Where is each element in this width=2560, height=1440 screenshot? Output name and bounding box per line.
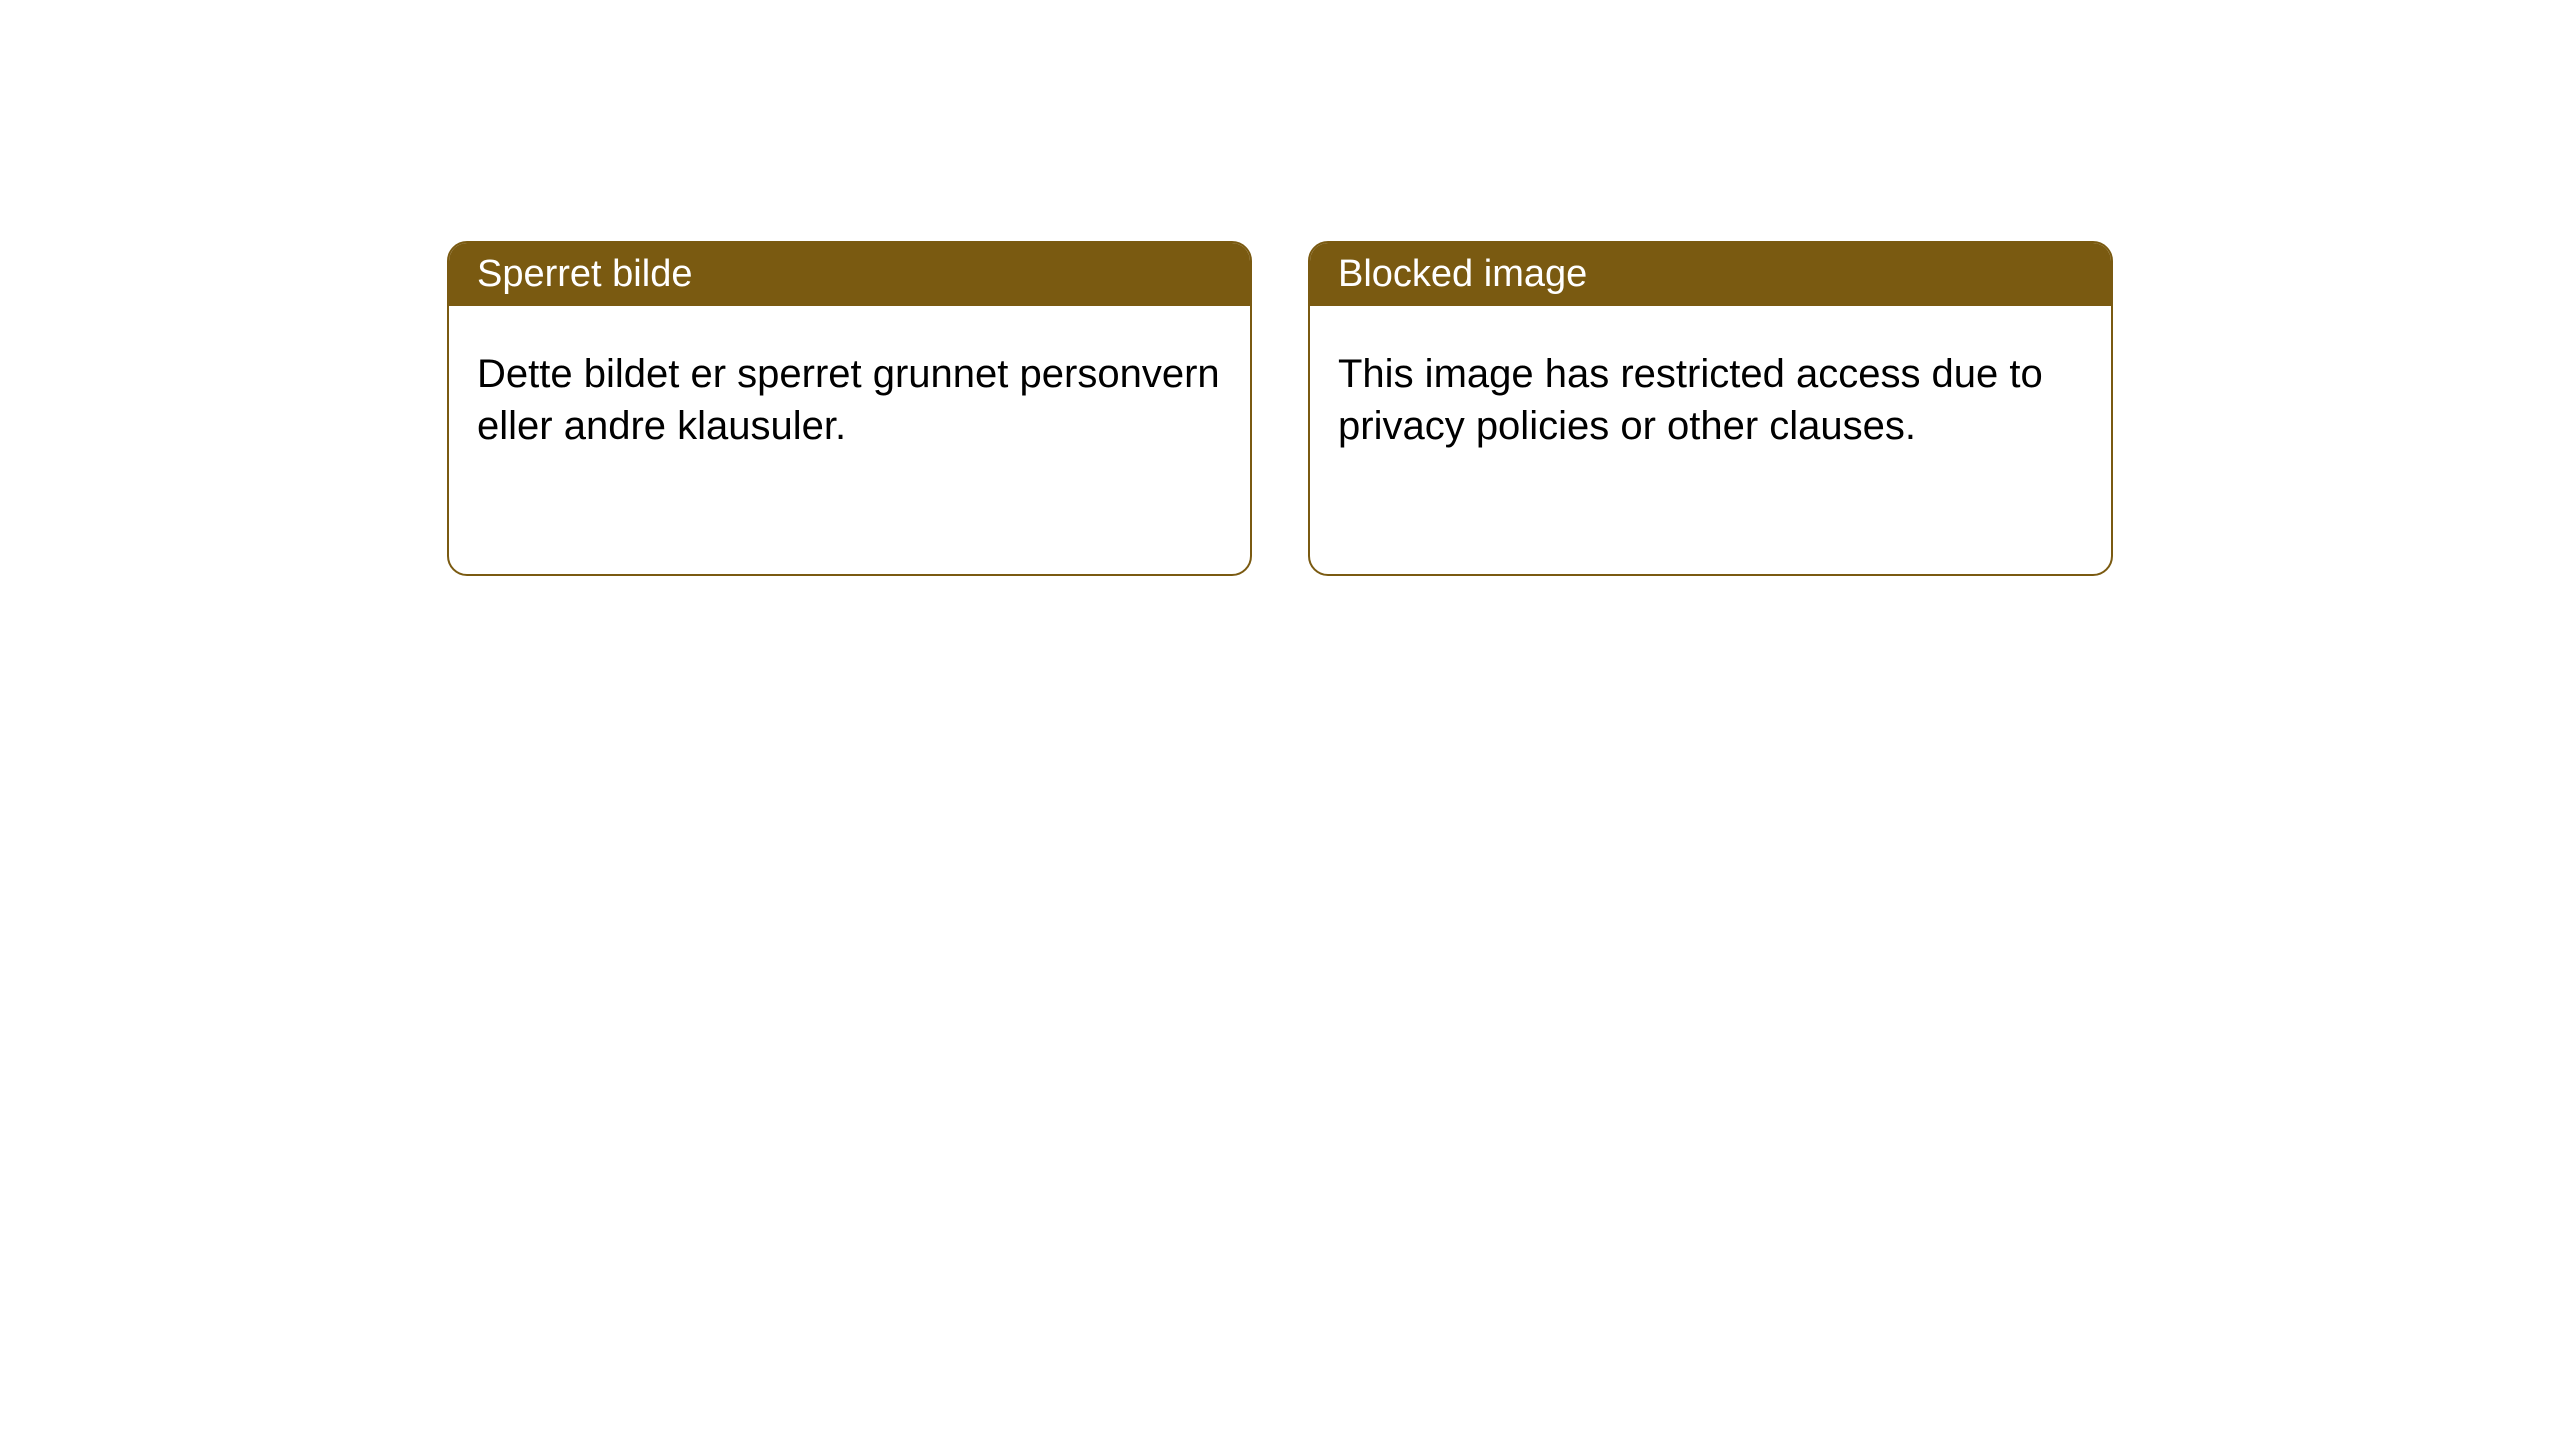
notice-card-english: Blocked image This image has restricted … [1308, 241, 2113, 576]
notice-card-norwegian: Sperret bilde Dette bildet er sperret gr… [447, 241, 1252, 576]
card-header: Sperret bilde [449, 243, 1250, 306]
card-body: Dette bildet er sperret grunnet personve… [449, 306, 1250, 494]
card-header: Blocked image [1310, 243, 2111, 306]
card-body: This image has restricted access due to … [1310, 306, 2111, 494]
notice-cards-container: Sperret bilde Dette bildet er sperret gr… [0, 0, 2560, 576]
